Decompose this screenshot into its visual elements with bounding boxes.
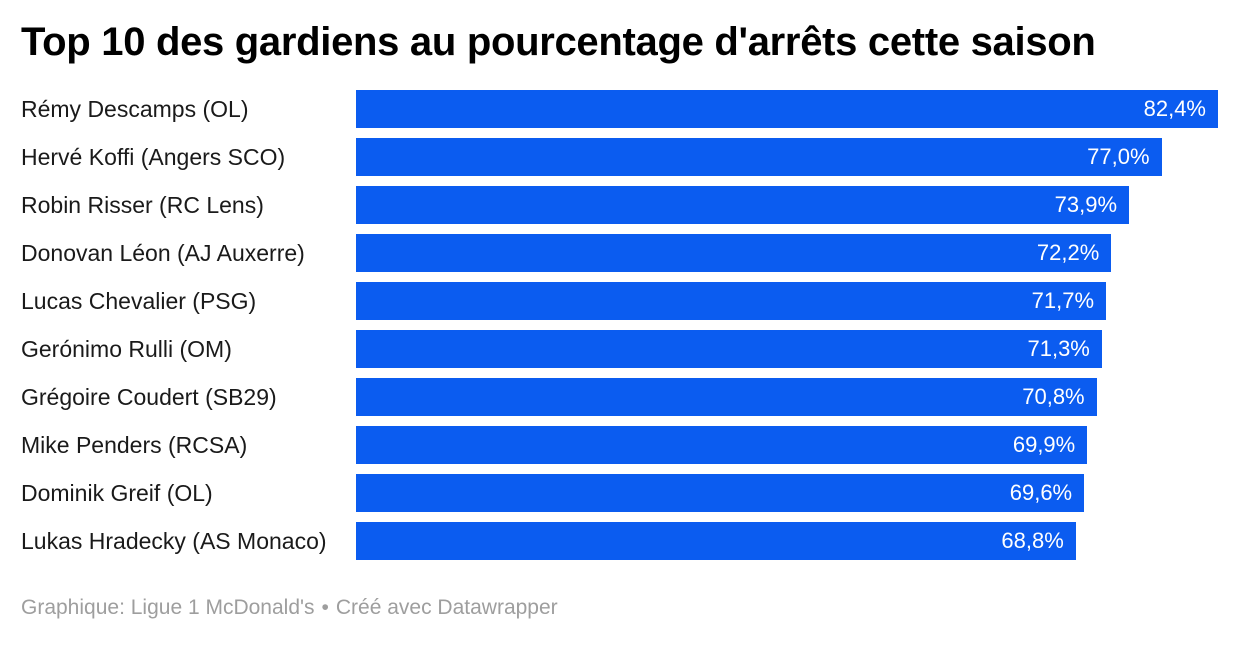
bar-track: 73,9% <box>356 186 1218 224</box>
bar-row: Mike Penders (RCSA) 69,9% <box>21 426 1218 464</box>
bar-label: Rémy Descamps (OL) <box>21 95 249 122</box>
bar-label: Donovan Léon (AJ Auxerre) <box>21 239 305 266</box>
bar-row: Lukas Hradecky (AS Monaco) 68,8% <box>21 522 1218 560</box>
bar-row: Donovan Léon (AJ Auxerre) 72,2% <box>21 234 1218 272</box>
bar-row: Grégoire Coudert (SB29) 70,8% <box>21 378 1218 416</box>
bar[interactable]: 82,4% <box>356 90 1218 128</box>
bar-label: Robin Risser (RC Lens) <box>21 191 264 218</box>
bar-value: 82,4% <box>1143 96 1206 121</box>
bar-track: 77,0% <box>356 138 1218 176</box>
bar-chart: Rémy Descamps (OL) 82,4% Hervé Koffi (An… <box>21 90 1218 560</box>
datawrapper-credit: Créé avec Datawrapper <box>335 596 558 619</box>
bar[interactable]: 71,7% <box>356 282 1107 320</box>
bar-label: Lucas Chevalier (PSG) <box>21 287 257 314</box>
bar-track: 72,2% <box>356 234 1218 272</box>
bar[interactable]: 72,2% <box>356 234 1112 272</box>
bar-label: Mike Penders (RCSA) <box>21 431 248 458</box>
bar-value: 77,0% <box>1087 144 1150 169</box>
bar-label: Gerónimo Rulli (OM) <box>21 335 232 362</box>
bar-track: 69,9% <box>356 426 1218 464</box>
bar-value: 72,2% <box>1036 240 1100 265</box>
bar-row: Gerónimo Rulli (OM) 71,3% <box>21 330 1218 368</box>
bar-track: 70,8% <box>356 378 1218 416</box>
footer-separator-dot: • <box>321 596 329 619</box>
bar-track: 71,3% <box>356 330 1218 368</box>
bar-track: 68,8% <box>356 522 1218 560</box>
bar[interactable]: 69,6% <box>356 474 1085 512</box>
bar[interactable]: 73,9% <box>356 186 1130 224</box>
bar-row: Rémy Descamps (OL) 82,4% <box>21 90 1218 128</box>
bar-track: 69,6% <box>356 474 1218 512</box>
bar-row: Robin Risser (RC Lens) 73,9% <box>21 186 1218 224</box>
bar-track: 71,7% <box>356 282 1218 320</box>
bar-label: Hervé Koffi (Angers SCO) <box>21 143 286 170</box>
bar[interactable]: 70,8% <box>356 378 1097 416</box>
bar-value: 69,6% <box>1009 480 1073 505</box>
bar-value: 73,9% <box>1054 192 1118 217</box>
bar[interactable]: 69,9% <box>356 426 1088 464</box>
chart-title: Top 10 des gardiens au pourcentage d'arr… <box>21 20 1096 64</box>
bar-track: 82,4% <box>356 90 1218 128</box>
bar[interactable]: 68,8% <box>356 522 1076 560</box>
bar-label: Grégoire Coudert (SB29) <box>21 383 277 410</box>
source-text: Graphique: Ligue 1 McDonald's <box>21 596 315 619</box>
bar-label: Lukas Hradecky (AS Monaco) <box>21 527 327 554</box>
bar-row: Hervé Koffi (Angers SCO) 77,0% <box>21 138 1218 176</box>
bar[interactable]: 77,0% <box>356 138 1162 176</box>
bar-row: Lucas Chevalier (PSG) 71,7% <box>21 282 1218 320</box>
bar-value: 68,8% <box>1001 528 1064 553</box>
bar-value: 70,8% <box>1022 384 1085 409</box>
bar-label: Dominik Greif (OL) <box>21 479 213 506</box>
chart-footer: Graphique: Ligue 1 McDonald's • Créé ave… <box>21 596 1218 620</box>
bar-value: 69,9% <box>1012 432 1076 457</box>
bar-row: Dominik Greif (OL) 69,6% <box>21 474 1218 512</box>
bar-value: 71,7% <box>1031 288 1095 313</box>
bar[interactable]: 71,3% <box>356 330 1102 368</box>
bar-value: 71,3% <box>1027 336 1090 361</box>
